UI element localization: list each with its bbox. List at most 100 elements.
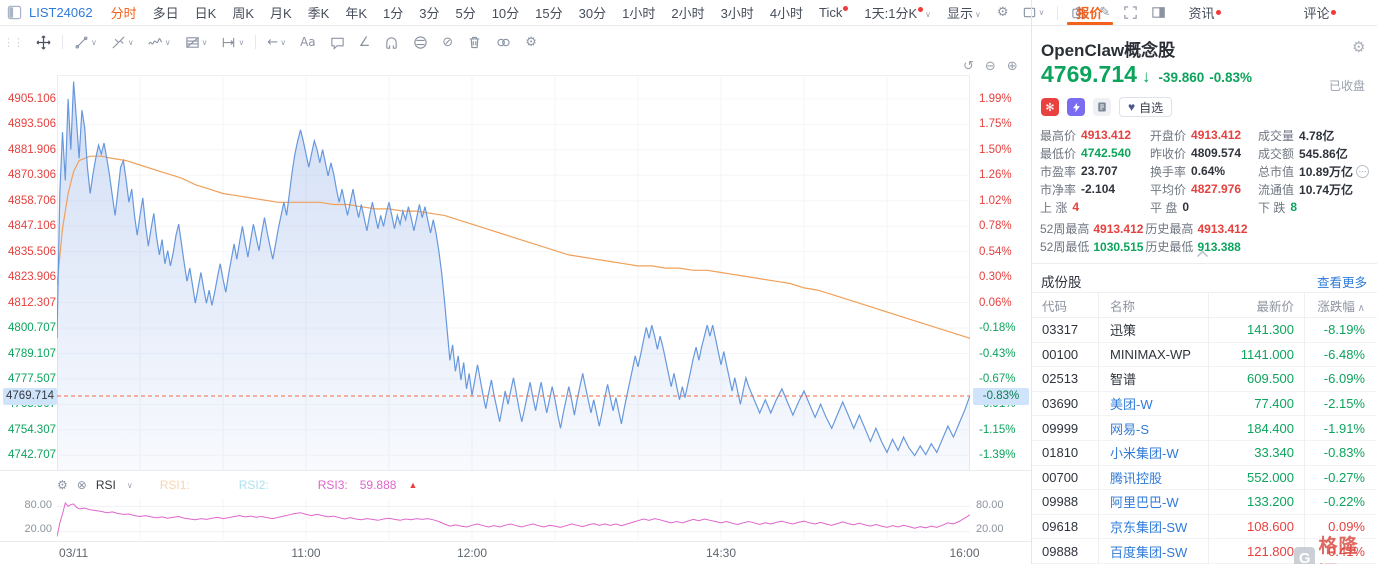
window-layout-icon[interactable] — [7, 5, 22, 20]
tab-评论[interactable]: 评论 — [1262, 0, 1377, 25]
constituent-row-03317[interactable]: 03317 迅策 141.300 -8.19% — [1032, 318, 1377, 343]
draw-tool-trash-icon[interactable] — [467, 35, 482, 50]
stock-change-percent: 0.09% — [1328, 519, 1365, 535]
header-涨跌幅[interactable]: 涨跌幅 ∧ — [1317, 299, 1365, 314]
stock-name-cell[interactable]: 小米集团-W — [1110, 446, 1179, 462]
timeframe-10分[interactable]: 10分 — [491, 6, 520, 21]
timeframe-Tick[interactable]: Tick — [819, 5, 849, 20]
draw-tool-angle-icon[interactable]: ∠ — [359, 35, 371, 50]
range-label: 52周最高 — [1040, 222, 1090, 236]
timeframe-周K[interactable]: 周K — [232, 6, 254, 21]
layout-select-icon[interactable]: ∨ — [1022, 5, 1044, 20]
gear-icon[interactable]: ⚙ — [996, 5, 1009, 20]
quote-settings-icon[interactable]: ⚙ — [1352, 38, 1366, 56]
draw-tool-eraser-icon[interactable] — [413, 35, 428, 50]
stock-name-cell[interactable]: 腾讯控股 — [1110, 470, 1163, 486]
time-axis-label: 14:30 — [705, 546, 737, 560]
timeframe-1分[interactable]: 1分 — [383, 6, 404, 21]
panel-right-icon[interactable] — [1151, 5, 1166, 20]
constituent-row-09888[interactable]: 09888 百度集团-SW 121.800 0.41% — [1032, 539, 1377, 564]
constituent-row-00700[interactable]: 00700 腾讯控股 552.000 -0.27% — [1032, 466, 1377, 491]
angle-icon: ∠ — [358, 34, 371, 50]
rsi-settings-icon[interactable]: ⚙ — [57, 478, 68, 492]
timeframe-30分[interactable]: 30分 — [578, 6, 607, 21]
doc-badge[interactable] — [1093, 98, 1111, 116]
reset-view-icon[interactable]: ↺ — [963, 58, 974, 73]
camera-icon[interactable] — [1071, 5, 1086, 20]
constituent-row-00100[interactable]: 00100 MINIMAX-WP 1141.000 -6.48% — [1032, 343, 1377, 368]
sort-caret-up-icon: ∧ — [1354, 302, 1365, 314]
stat-label: 上 涨 — [1040, 200, 1068, 215]
timeframe-日K[interactable]: 日K — [194, 6, 217, 21]
timeframe-3小时[interactable]: 3小时 — [720, 6, 754, 21]
timeframe-分时[interactable]: 分时 — [110, 6, 137, 21]
stock-code: 03690 — [1042, 396, 1079, 412]
drag-handle-icon[interactable]: ⋮⋮ — [3, 36, 24, 49]
timeframe-年K[interactable]: 年K — [345, 6, 367, 21]
rsi-plot[interactable] — [57, 498, 970, 540]
draw-tool-comment-icon[interactable] — [330, 35, 345, 50]
draw-tool-wave-icon[interactable]: ∨ — [148, 35, 171, 50]
timeframe-3分[interactable]: 3分 — [419, 6, 440, 21]
tab-资讯[interactable]: 资讯 — [1147, 0, 1262, 25]
timeframe-多日[interactable]: 多日 — [152, 6, 179, 21]
draw-tool-fib-box-icon[interactable]: ∨ — [185, 35, 207, 50]
price-axis-label: 4754.307 — [8, 423, 56, 436]
pencil-icon[interactable]: ✎ — [1099, 5, 1111, 20]
chevron-down-icon: ∨ — [164, 37, 171, 47]
draw-tool-magnet-icon[interactable] — [384, 35, 399, 50]
chevron-down-icon: ∨ — [238, 37, 245, 47]
draw-tool-gear-icon[interactable]: ⚙ — [525, 35, 537, 50]
stock-name-cell[interactable]: 网易-S — [1110, 421, 1150, 437]
rsi-axis-80-left: 80.00 — [24, 499, 52, 511]
draw-tool-text-icon[interactable]: Aa — [300, 35, 316, 49]
zoom-out-icon[interactable]: ⊖ — [984, 58, 996, 73]
constituent-row-09618[interactable]: 09618 京东集团-SW 108.600 0.09% — [1032, 515, 1377, 540]
constituent-row-01810[interactable]: 01810 小米集团-W 33.340 -0.83% — [1032, 441, 1377, 466]
add-watchlist-button[interactable]: ♥ 自选 — [1119, 97, 1173, 117]
timeframe-4小时[interactable]: 4小时 — [769, 6, 804, 21]
draw-tool-move-cross-icon[interactable] — [36, 35, 51, 50]
stock-name-cell[interactable]: 阿里巴巴-W — [1110, 495, 1179, 511]
constituent-row-09999[interactable]: 09999 网易-S 184.400 -1.91% — [1032, 416, 1377, 441]
timeframe-2小时[interactable]: 2小时 — [671, 6, 705, 21]
timeframe-显示[interactable]: 显示 ∨ — [947, 6, 981, 21]
stat-平盘: 平 盘 0 — [1150, 198, 1258, 216]
timeframe-季K[interactable]: 季K — [307, 6, 330, 21]
tab-报价[interactable]: 报价 — [1032, 0, 1147, 25]
symbol-label[interactable]: LIST24062 — [29, 5, 93, 20]
timeframe-月K[interactable]: 月K — [269, 6, 292, 21]
draw-tool-arrow-left-icon[interactable]: ← ∨ — [267, 35, 286, 50]
column-divider — [1208, 292, 1209, 564]
stock-price: 108.600 — [1247, 519, 1294, 535]
chevron-down-icon[interactable]: ∨ — [126, 480, 133, 490]
rsi2-label: RSI2: — [238, 478, 269, 492]
timeframe-15分[interactable]: 15分 — [535, 6, 563, 21]
timeframe-1小时[interactable]: 1小时 — [622, 6, 656, 21]
stock-name-cell[interactable]: 京东集团-SW — [1110, 520, 1188, 536]
zoom-in-icon[interactable]: ⊕ — [1006, 58, 1018, 73]
rsi-close-icon[interactable]: ⊗ — [76, 478, 87, 492]
stock-name-cell[interactable]: 百度集团-SW — [1110, 544, 1188, 560]
header-名称: 名称 — [1110, 299, 1136, 314]
draw-tool-trend-line-icon[interactable]: ∨ — [74, 35, 97, 50]
toolbar-divider — [255, 35, 257, 49]
collapse-chevron-icon[interactable] — [1196, 250, 1209, 258]
view-more-link[interactable]: 查看更多 — [1316, 276, 1367, 290]
timeframe-1天:1分K[interactable]: 1天:1分K ∨ — [864, 6, 932, 21]
more-info-icon[interactable]: ⋯ — [1356, 164, 1370, 178]
timeframe-5分[interactable]: 5分 — [455, 6, 476, 21]
draw-tool-ban-icon[interactable]: ⊘ — [442, 35, 453, 50]
draw-tool-pitchfork-icon[interactable]: ∨ — [111, 35, 134, 50]
draw-tool-link-circles-icon[interactable] — [496, 35, 511, 50]
constituent-row-02513[interactable]: 02513 智谱 609.500 -6.09% — [1032, 367, 1377, 392]
stock-name-cell[interactable]: 美团-W — [1110, 397, 1153, 413]
ban-icon: ⊘ — [442, 34, 454, 50]
constituent-row-09988[interactable]: 09988 阿里巴巴-W 133.200 -0.22% — [1032, 490, 1377, 515]
lightning-badge[interactable] — [1067, 98, 1085, 116]
draw-tool-measure-icon[interactable]: ∨ — [221, 35, 244, 50]
rsi-label[interactable]: RSI — [95, 478, 116, 492]
constituent-row-03690[interactable]: 03690 美团-W 77.400 -2.15% — [1032, 392, 1377, 417]
stat-开盘价: 开盘价 4913.412 — [1150, 126, 1258, 144]
fullscreen-icon[interactable] — [1123, 5, 1138, 20]
